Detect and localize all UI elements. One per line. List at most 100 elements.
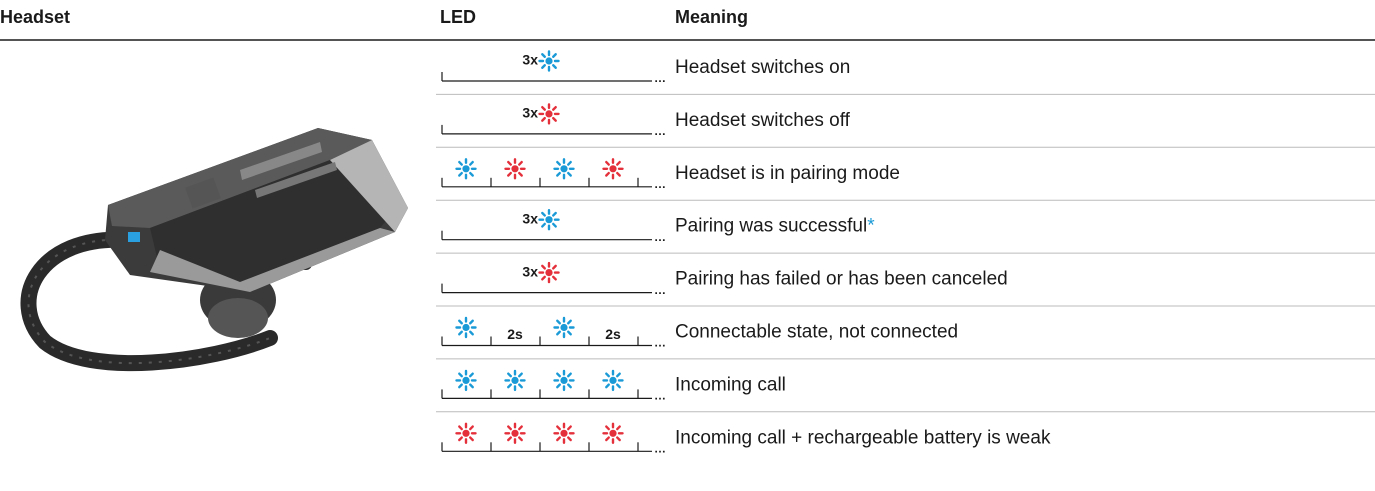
led-ray <box>616 372 621 378</box>
led-ray <box>605 160 610 166</box>
led-ray <box>556 383 561 389</box>
led-icon <box>455 422 477 444</box>
led-core <box>511 376 519 384</box>
led-core <box>609 165 617 173</box>
led-label: 2s <box>605 326 621 342</box>
led-ray <box>507 160 512 166</box>
led-ray <box>552 264 557 270</box>
led-ray <box>518 372 523 378</box>
led-icon <box>455 316 477 339</box>
meaning-text: Headset switches on <box>675 57 850 78</box>
meaning: Incoming call <box>675 374 786 395</box>
led-ray <box>616 383 621 389</box>
led-core <box>462 165 470 173</box>
led-core <box>560 323 568 332</box>
ellipsis-dots: … <box>654 441 666 455</box>
led-ray <box>541 64 546 69</box>
meaning-text: Connectable state, not connected <box>675 322 958 343</box>
led-ray <box>541 264 546 270</box>
led-ray <box>556 436 561 442</box>
meaning-text: Incoming call <box>675 374 786 395</box>
meaning-text: Headset switches off <box>675 110 851 131</box>
led-ray <box>469 383 474 389</box>
led-icon <box>538 50 560 72</box>
led-ray <box>567 436 572 442</box>
led-ray <box>458 372 463 378</box>
led-ray <box>469 372 474 378</box>
led-ray <box>541 275 546 281</box>
meaning: Headset switches off <box>675 110 851 131</box>
led-ray <box>469 160 474 166</box>
led-ray <box>541 211 546 217</box>
meaning: Connectable state, not connected <box>675 322 958 343</box>
led-ray <box>616 425 621 431</box>
led-ray <box>556 372 561 378</box>
led-core <box>462 429 470 437</box>
led-ray <box>518 160 523 166</box>
led-ray <box>458 436 463 442</box>
led-ray <box>469 171 474 177</box>
led-ray <box>518 171 523 177</box>
led-core <box>560 376 568 384</box>
led-ray <box>616 160 621 166</box>
led-ray <box>552 222 557 228</box>
led-icon <box>538 261 560 284</box>
led-ray <box>556 160 561 166</box>
led-icon <box>553 422 575 444</box>
led-ray <box>567 372 572 378</box>
column-header: Meaning <box>675 7 748 27</box>
led-icon <box>504 158 526 180</box>
led-ray <box>605 171 610 177</box>
led-label: 3x <box>522 105 538 121</box>
column-header: Headset <box>0 7 70 27</box>
ellipsis-dots: … <box>654 71 666 85</box>
led-ray <box>567 171 572 177</box>
led-ray <box>552 105 557 111</box>
led-icon <box>602 422 624 444</box>
led-core <box>462 323 470 332</box>
led-core <box>462 376 470 384</box>
led-ray <box>567 160 572 166</box>
led-ray <box>567 425 572 431</box>
led-ray <box>469 425 474 431</box>
led-ray <box>567 319 572 325</box>
meaning-text: Pairing was successful* <box>675 216 875 237</box>
led-core <box>609 376 617 384</box>
led-core <box>545 57 553 65</box>
led-ray <box>458 383 463 389</box>
led-ray <box>469 436 474 442</box>
led-label: 3x <box>522 210 538 226</box>
led-ray <box>518 436 523 442</box>
led-ray <box>552 53 557 58</box>
led-ray <box>552 275 557 281</box>
led-ray <box>556 171 561 177</box>
meaning-text: Pairing has failed or has been canceled <box>675 269 1008 290</box>
led-label: 3x <box>522 263 538 279</box>
led-ray <box>552 64 557 69</box>
led-ray <box>518 383 523 389</box>
led-ray <box>469 319 474 325</box>
led-ray <box>556 319 561 325</box>
led-icon <box>504 422 526 444</box>
meaning: Headset is in pairing mode <box>675 163 900 184</box>
led-ray <box>458 171 463 177</box>
led-ray <box>518 425 523 431</box>
led-ray <box>605 425 610 431</box>
ellipsis-dots: … <box>654 336 666 350</box>
led-ray <box>469 330 474 336</box>
led-ray <box>541 222 546 228</box>
led-ray <box>541 105 546 111</box>
footnote-mark: * <box>867 216 875 237</box>
ellipsis-dots: … <box>654 283 666 297</box>
led-ray <box>552 211 557 217</box>
ellipsis-dots: … <box>654 230 666 244</box>
led-core <box>511 165 519 173</box>
led-icon <box>602 369 624 392</box>
led-core <box>545 216 553 224</box>
led-ray <box>458 330 463 336</box>
led-ray <box>458 319 463 325</box>
led-label: 3x <box>522 52 538 68</box>
ellipsis-dots: … <box>654 177 666 191</box>
led-core <box>545 269 553 277</box>
led-ray <box>541 53 546 58</box>
